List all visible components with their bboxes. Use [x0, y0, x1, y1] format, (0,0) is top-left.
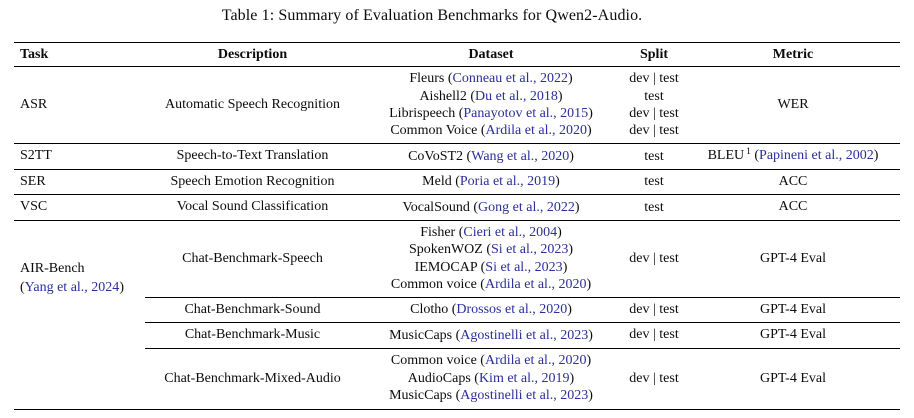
citation-link[interactable]: Du et al., 2018 — [475, 88, 558, 104]
metric-cell: WER — [777, 97, 809, 112]
dataset-line: Aishell2 (Du et al., 2018) — [419, 88, 563, 104]
citation-link[interactable]: Kim et al., 2019 — [478, 370, 570, 386]
metric-cell: GPT-4 Eval — [760, 327, 826, 343]
split-cell: test — [622, 173, 686, 190]
table-header-row: Task Description Dataset Split Metric — [14, 43, 900, 67]
dataset-line: Common voice (Ardila et al., 2020) — [390, 276, 592, 292]
split-cell: test — [622, 148, 686, 165]
metric-cell: GPT-4 Eval — [760, 370, 826, 386]
dataset-cell: VocalSound (Gong et al., 2022) — [360, 199, 622, 216]
table-caption: Table 1: Summary of Evaluation Benchmark… — [221, 7, 643, 24]
split-cell: dev | test — [629, 250, 679, 266]
citation-link[interactable]: Poria et al., 2019 — [459, 174, 556, 190]
citation-link[interactable]: Ardila et al., 2020 — [485, 123, 587, 139]
dataset-line: Clotho (Drossos et al., 2020) — [410, 302, 572, 318]
dataset-line: MusicCaps (Agostinelli et al., 2023) — [389, 388, 593, 404]
citation-link[interactable]: Ardila et al., 2020 — [484, 353, 587, 369]
dataset-line: SpokenWOZ (Si et al., 2023) — [408, 242, 574, 258]
table-row: SER Speech Emotion Recognition Meld (Poria… — [14, 170, 900, 195]
description-cell: Chat-Benchmark-Sound — [184, 301, 321, 317]
airbench-section: AIR-Bench (Yang et al., 2024) Chat-Benchma… — [14, 221, 900, 409]
task-cell: S2TT — [20, 148, 52, 164]
citation-link[interactable]: Ardila et al., 2020 — [484, 276, 587, 292]
dataset-line: CoVoST2 (Wang et al., 2020) — [408, 148, 574, 164]
column-header-description: Description — [217, 46, 288, 62]
split-cell: dev | test — [629, 327, 679, 343]
citation-link[interactable]: Drossos et al., 2020 — [456, 302, 568, 318]
table-row: Chat-Benchmark-Sound Clotho (Drossos et a… — [145, 296, 900, 323]
split-cell: test — [622, 199, 686, 216]
metric-cell: ACC — [778, 199, 808, 215]
dataset-line: Meld (Poria et al., 2019) — [422, 174, 560, 190]
dataset-cell: Meld (Poria et al., 2019) — [360, 173, 622, 190]
split-cell: dev | test test dev | test dev | test — [622, 70, 686, 140]
description-cell: Chat-Benchmark-Speech — [182, 250, 323, 266]
task-cell: VSC — [20, 199, 48, 215]
citation-link[interactable]: Si et al., 2023 — [490, 242, 569, 258]
metric-cell: GPT-4 Eval — [760, 250, 826, 266]
description-cell: Vocal Sound Classification — [176, 199, 329, 215]
task-cell: SER — [20, 173, 46, 189]
citation-link[interactable]: Panayotov et al., 2015 — [463, 106, 589, 121]
citation-link[interactable]: Gong et al., 2022 — [478, 199, 575, 215]
description-cell: Speech-to-Text Translation — [176, 148, 329, 164]
citation-link[interactable]: Papineni et al., 2002 — [759, 148, 874, 164]
dataset-line: Common Voice (Ardila et al., 2020) — [390, 123, 592, 139]
split-line: test — [644, 174, 664, 190]
dataset-line: Fleurs (Conneau et al., 2022) — [409, 71, 573, 87]
table-row: Chat-Benchmark-Speech Fisher (Cieri et al… — [145, 221, 900, 297]
dataset-line: AudioCaps (Kim et al., 2019) — [407, 370, 575, 386]
dataset-cell: MusicCaps (Agostinelli et al., 2023) — [360, 327, 622, 344]
dataset-line: Librispeech (Panayotov et al., 2015) — [389, 106, 593, 121]
dataset-line: VocalSound (Gong et al., 2022) — [402, 199, 580, 215]
column-header-task: Task — [20, 46, 49, 62]
citation-link[interactable]: Si et al., 2023 — [485, 259, 563, 275]
metric-cell: GPT-4 Eval — [760, 301, 826, 317]
dataset-cell: CoVoST2 (Wang et al., 2020) — [360, 148, 622, 165]
column-header-metric: Metric — [772, 46, 814, 62]
citation-link[interactable]: Wang et al., 2020 — [471, 148, 570, 164]
split-line: dev | test — [629, 123, 679, 139]
table-row: VSC Vocal Sound Classification VocalSound … — [14, 195, 900, 221]
split-line: test — [644, 88, 664, 104]
split-cell: dev | test — [629, 370, 679, 386]
citation-link[interactable]: Conneau et al., 2022 — [452, 71, 568, 87]
footnote-marker: 1 — [746, 146, 751, 157]
citation-link[interactable]: Agostinelli et al., 2023 — [460, 327, 589, 343]
column-header-dataset: Dataset — [468, 46, 514, 62]
dataset-line: IEMOCAP (Si et al., 2023) — [414, 259, 568, 275]
dataset-line: Fisher (Cieri et al., 2004) — [420, 224, 562, 240]
split-line: dev | test — [629, 106, 679, 121]
split-line: dev | test — [629, 71, 679, 87]
dataset-cell: Common voice (Ardila et al., 2020) AudioC… — [360, 352, 622, 404]
task-cell: ASR — [20, 97, 48, 112]
description-cell: Chat-Benchmark-Music — [184, 327, 321, 343]
table-row: Chat-Benchmark-Music MusicCaps (Agostinel… — [145, 322, 900, 348]
table-body: ASR Automatic Speech Recognition Fleurs (C… — [14, 67, 900, 409]
benchmark-table: Task Description Dataset Split Metric AS… — [14, 42, 900, 410]
description-cell: Speech Emotion Recognition — [170, 173, 335, 189]
citation-link[interactable]: Cieri et al., 2004 — [463, 224, 558, 240]
split-line: test — [644, 199, 664, 215]
citation-link[interactable]: Agostinelli et al., 2023 — [460, 388, 589, 404]
metric-cell: BLEU 1 (Papineni et al., 2002) — [707, 146, 879, 164]
dataset-cell: Fisher (Cieri et al., 2004) SpokenWOZ (Si… — [360, 224, 622, 294]
split-line: test — [644, 148, 664, 164]
task-cell: AIR-Bench (Yang et al., 2024) — [20, 260, 124, 295]
description-cell: Automatic Speech Recognition — [165, 97, 340, 112]
citation-link[interactable]: Yang et al., 2024 — [24, 279, 120, 295]
airbench-subrows: Chat-Benchmark-Speech Fisher (Cieri et al… — [145, 221, 900, 409]
metric-cell: ACC — [778, 173, 808, 189]
dataset-cell: Fleurs (Conneau et al., 2022) Aishell2 (D… — [360, 70, 622, 140]
description-cell: Chat-Benchmark-Mixed-Audio — [164, 370, 341, 386]
dataset-line: MusicCaps (Agostinelli et al., 2023) — [389, 327, 593, 343]
table-row: S2TT Speech-to-Text Translation CoVoST2 (W… — [14, 144, 900, 170]
column-header-split: Split — [639, 46, 668, 62]
table-row: Chat-Benchmark-Mixed-Audio Common voice (… — [145, 347, 900, 409]
table-row: ASR Automatic Speech Recognition Fleurs (C… — [14, 67, 900, 144]
dataset-line: Common voice (Ardila et al., 2020) — [390, 353, 592, 369]
dataset-cell: Clotho (Drossos et al., 2020) — [360, 301, 622, 318]
split-cell: dev | test — [629, 301, 679, 317]
